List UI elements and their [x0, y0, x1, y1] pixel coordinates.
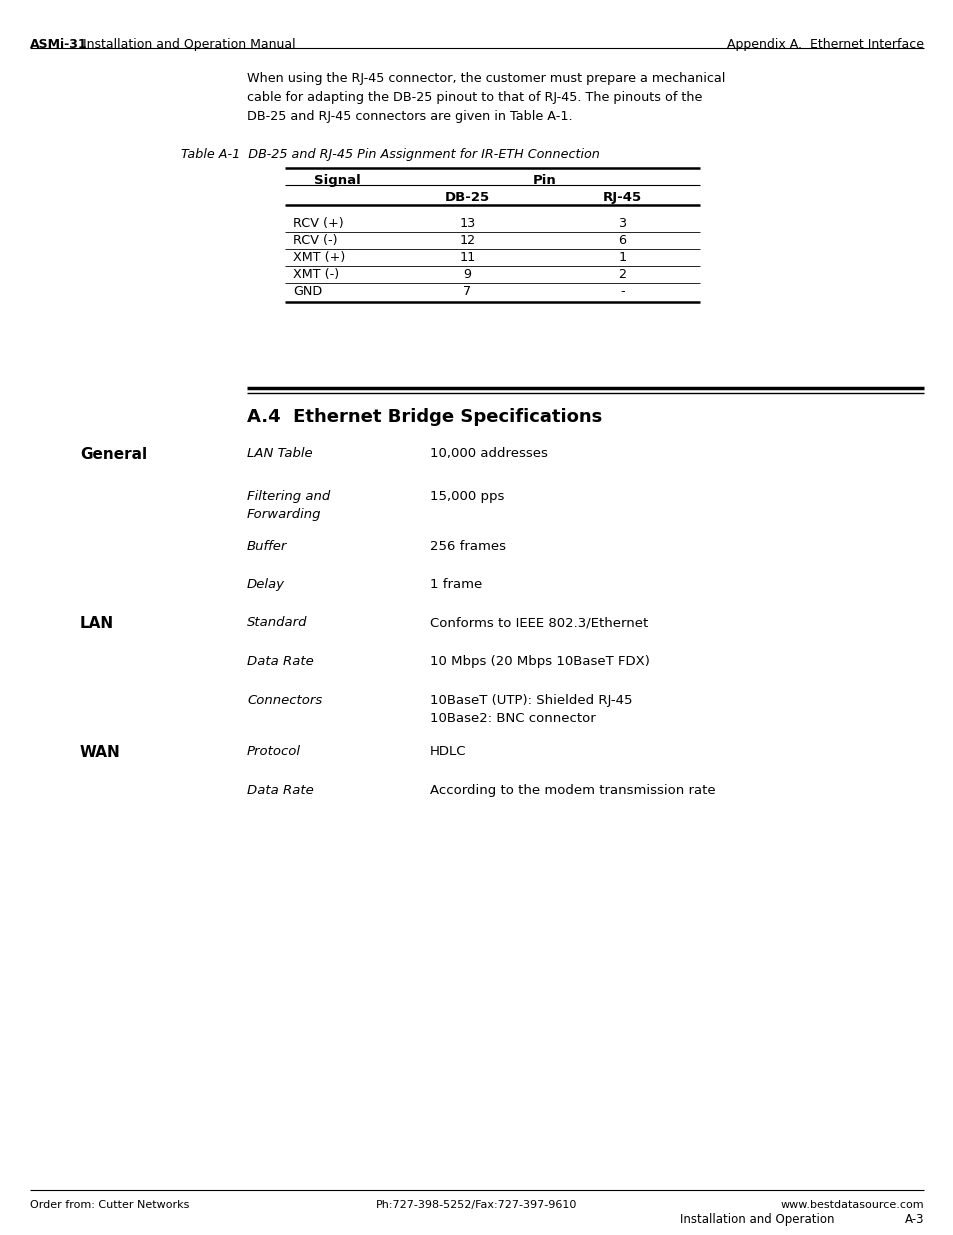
Text: 6: 6 — [618, 233, 626, 247]
Text: Installation and Operation: Installation and Operation — [679, 1213, 834, 1226]
Text: HDLC: HDLC — [430, 745, 466, 758]
Text: Protocol: Protocol — [247, 745, 301, 758]
Text: 3: 3 — [618, 217, 626, 230]
Text: XMT (+): XMT (+) — [293, 251, 345, 264]
Text: 9: 9 — [463, 268, 471, 282]
Text: Delay: Delay — [247, 578, 285, 592]
Text: When using the RJ-45 connector, the customer must prepare a mechanical
cable for: When using the RJ-45 connector, the cust… — [247, 72, 724, 124]
Text: Order from: Cutter Networks: Order from: Cutter Networks — [30, 1200, 190, 1210]
Text: 12: 12 — [459, 233, 475, 247]
Text: 7: 7 — [463, 285, 471, 298]
Text: 10BaseT (UTP): Shielded RJ-45
10Base2: BNC connector: 10BaseT (UTP): Shielded RJ-45 10Base2: B… — [430, 694, 632, 725]
Text: LAN: LAN — [80, 616, 114, 631]
Text: XMT (-): XMT (-) — [293, 268, 338, 282]
Text: www.bestdatasource.com: www.bestdatasource.com — [780, 1200, 923, 1210]
Text: Data Rate: Data Rate — [247, 784, 314, 797]
Text: Connectors: Connectors — [247, 694, 322, 706]
Text: 1: 1 — [618, 251, 626, 264]
Text: RCV (+): RCV (+) — [293, 217, 343, 230]
Text: WAN: WAN — [80, 745, 121, 760]
Text: Filtering and
Forwarding: Filtering and Forwarding — [247, 490, 330, 521]
Text: 10 Mbps (20 Mbps 10BaseT FDX): 10 Mbps (20 Mbps 10BaseT FDX) — [430, 655, 649, 668]
Text: ASMi-31: ASMi-31 — [30, 38, 88, 51]
Text: 256 frames: 256 frames — [430, 540, 505, 553]
Text: Installation and Operation Manual: Installation and Operation Manual — [79, 38, 295, 51]
Text: Ph:727-398-5252/Fax:727-397-9610: Ph:727-398-5252/Fax:727-397-9610 — [375, 1200, 578, 1210]
Text: RJ-45: RJ-45 — [602, 191, 641, 204]
Text: General: General — [80, 447, 147, 462]
Text: 11: 11 — [459, 251, 476, 264]
Text: 15,000 pps: 15,000 pps — [430, 490, 504, 503]
Text: DB-25: DB-25 — [444, 191, 490, 204]
Text: Table A-1  DB-25 and RJ-45 Pin Assignment for IR-ETH Connection: Table A-1 DB-25 and RJ-45 Pin Assignment… — [180, 148, 598, 161]
Text: Conforms to IEEE 802.3/Ethernet: Conforms to IEEE 802.3/Ethernet — [430, 616, 648, 629]
Text: Standard: Standard — [247, 616, 307, 629]
Text: According to the modem transmission rate: According to the modem transmission rate — [430, 784, 715, 797]
Text: A.4  Ethernet Bridge Specifications: A.4 Ethernet Bridge Specifications — [247, 408, 601, 426]
Text: Signal: Signal — [314, 174, 360, 186]
Text: 10,000 addresses: 10,000 addresses — [430, 447, 547, 459]
Text: 13: 13 — [459, 217, 476, 230]
Text: LAN Table: LAN Table — [247, 447, 313, 459]
Text: 1 frame: 1 frame — [430, 578, 482, 592]
Text: RCV (-): RCV (-) — [293, 233, 337, 247]
Text: Data Rate: Data Rate — [247, 655, 314, 668]
Text: 2: 2 — [618, 268, 626, 282]
Text: GND: GND — [293, 285, 322, 298]
Text: A-3: A-3 — [903, 1213, 923, 1226]
Text: Buffer: Buffer — [247, 540, 287, 553]
Text: Appendix A.  Ethernet Interface: Appendix A. Ethernet Interface — [726, 38, 923, 51]
Text: -: - — [619, 285, 624, 298]
Text: Pin: Pin — [533, 174, 557, 186]
